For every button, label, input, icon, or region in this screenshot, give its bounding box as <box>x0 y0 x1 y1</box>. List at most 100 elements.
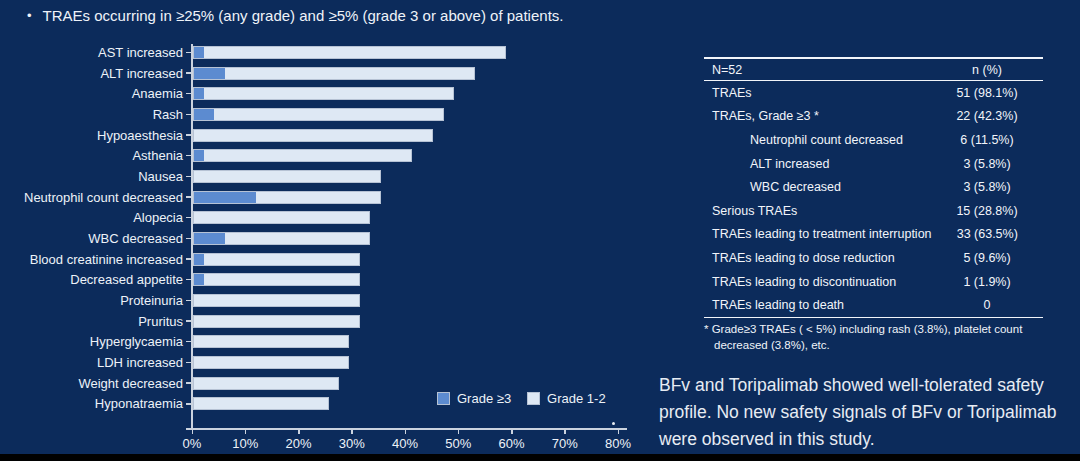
bar-row: Decreased appetite <box>0 269 627 290</box>
legend-item: Grade 1-2 <box>527 391 606 406</box>
adverse-events-table: N=52 n (%) TRAEs51 (98.1%)TRAEs, Grade ≥… <box>704 57 1043 318</box>
category-label: Blood creatinine increased <box>0 252 183 267</box>
bar-track <box>193 335 627 348</box>
grade3-segment <box>194 88 204 99</box>
table-row-label: WBC decreased <box>704 180 931 194</box>
category-label: Pruritus <box>0 314 183 329</box>
bottom-black-strip <box>0 454 1080 461</box>
category-label: Neutrophil count decreased <box>0 190 183 205</box>
table-row-label: Neutrophil count decreased <box>704 133 931 147</box>
traes-bar-chart: AST increased ALT increased Anaemia Rash Hyp… <box>0 0 650 461</box>
category-label: Proteinuria <box>0 293 183 308</box>
stacked-bar <box>193 253 360 266</box>
category-label: Asthenia <box>0 148 183 163</box>
legend-swatch <box>437 392 450 405</box>
x-axis-tick <box>618 429 620 434</box>
x-tick-label: 70% <box>542 436 588 451</box>
table-row-label: TRAEs leading to death <box>704 298 931 312</box>
table-row-label: TRAEs leading to dose reduction <box>704 251 931 265</box>
stacked-bar <box>193 294 360 307</box>
stacked-bar <box>193 87 454 100</box>
category-label: WBC decreased <box>0 231 183 246</box>
stacked-bar <box>193 108 444 121</box>
bar-track <box>193 191 627 204</box>
category-label: Alopecia <box>0 210 183 225</box>
stacked-bar <box>193 149 412 162</box>
grade3-segment <box>194 150 204 161</box>
table-row: TRAEs leading to death0 <box>704 293 1043 317</box>
stacked-bar <box>193 273 360 286</box>
bar-track <box>193 108 627 121</box>
stacked-bar <box>193 335 349 348</box>
bar-track <box>193 273 627 286</box>
bar-track <box>193 294 627 307</box>
bar-row: Rash <box>0 104 627 125</box>
grade3-segment <box>194 109 214 120</box>
table-header-label: N=52 <box>704 63 931 77</box>
bar-track <box>193 315 627 328</box>
table-row: TRAEs leading to dose reduction5 (9.6%) <box>704 246 1043 270</box>
x-tick-label: 40% <box>382 436 428 451</box>
table-row-value: 3 (5.8%) <box>931 180 1043 194</box>
stacked-bar <box>193 397 329 410</box>
bar-track <box>193 87 627 100</box>
grade3-segment <box>194 47 204 58</box>
x-axis-tick <box>405 429 407 434</box>
stacked-bar <box>193 67 475 80</box>
category-label: Nausea <box>0 169 183 184</box>
bar-row: Anaemia <box>0 83 627 104</box>
table-row-label: Serious TRAEs <box>704 204 931 218</box>
x-axis-ticks: 0%10%20%30%40%50%60%70%80% <box>192 429 622 457</box>
bar-row: Proteinuria <box>0 290 627 311</box>
stacked-bar <box>193 232 370 245</box>
table-row-value: 22 (42.3%) <box>931 109 1043 123</box>
x-tick-label: 30% <box>329 436 375 451</box>
x-axis-tick <box>351 429 353 434</box>
bar-track <box>193 149 627 162</box>
y-axis-line <box>191 44 193 429</box>
stacked-bar <box>193 377 339 390</box>
category-label: AST increased <box>0 45 183 60</box>
bar-track <box>193 356 627 369</box>
bar-track <box>193 67 627 80</box>
category-label: Hyperglycaemia <box>0 334 183 349</box>
table-footnote: * Grade≥3 TRAEs ( < 5%) including rash (… <box>704 322 1064 353</box>
grade3-segment <box>194 192 256 203</box>
table-row: ALT increased3 (5.8%) <box>704 152 1043 176</box>
category-label: LDH increased <box>0 355 183 370</box>
table-row: TRAEs51 (98.1%) <box>704 81 1043 105</box>
table-row: TRAEs leading to discontinuation1 (1.9%) <box>704 270 1043 294</box>
table-row-value: 15 (28.8%) <box>931 204 1043 218</box>
x-axis-tick <box>298 429 300 434</box>
table-row-value: 0 <box>931 298 1043 312</box>
category-label: Rash <box>0 107 183 122</box>
table-row-value: 51 (98.1%) <box>931 86 1043 100</box>
table-row-label: TRAEs <box>704 86 931 100</box>
x-tick-label: 60% <box>489 436 535 451</box>
bar-row: ALT increased <box>0 63 627 84</box>
table-body: TRAEs51 (98.1%)TRAEs, Grade ≥3 *22 (42.3… <box>704 81 1043 318</box>
stacked-bar <box>193 46 506 59</box>
stacked-bar <box>193 129 433 142</box>
category-label: Hyponatraemia <box>0 396 183 411</box>
conclusion-text: BFv and Toripalimab showed well-tolerate… <box>659 372 1080 453</box>
category-label: Anaemia <box>0 86 183 101</box>
bar-row: WBC decreased <box>0 228 627 249</box>
slide: • TRAEs occurring in ≥25% (any grade) an… <box>0 0 1080 461</box>
x-tick-label: 20% <box>276 436 322 451</box>
chart-legend: Grade ≥3 Grade 1-2 <box>437 391 606 406</box>
category-label: Weight decreased <box>0 376 183 391</box>
bar-row: Neutrophil count decreased <box>0 187 627 208</box>
category-label: Hypoaesthesia <box>0 128 183 143</box>
grade3-segment <box>194 274 204 285</box>
bar-row: Alopecia <box>0 207 627 228</box>
x-tick-label: 0% <box>169 436 215 451</box>
bar-track <box>193 170 627 183</box>
x-axis-tick <box>564 429 566 434</box>
legend-label: Grade ≥3 <box>457 391 511 406</box>
table-row-value: 3 (5.8%) <box>931 157 1043 171</box>
table-header-row: N=52 n (%) <box>704 57 1043 81</box>
stacked-bar <box>193 170 381 183</box>
stacked-bar <box>193 356 349 369</box>
bar-row: Hypoaesthesia <box>0 125 627 146</box>
